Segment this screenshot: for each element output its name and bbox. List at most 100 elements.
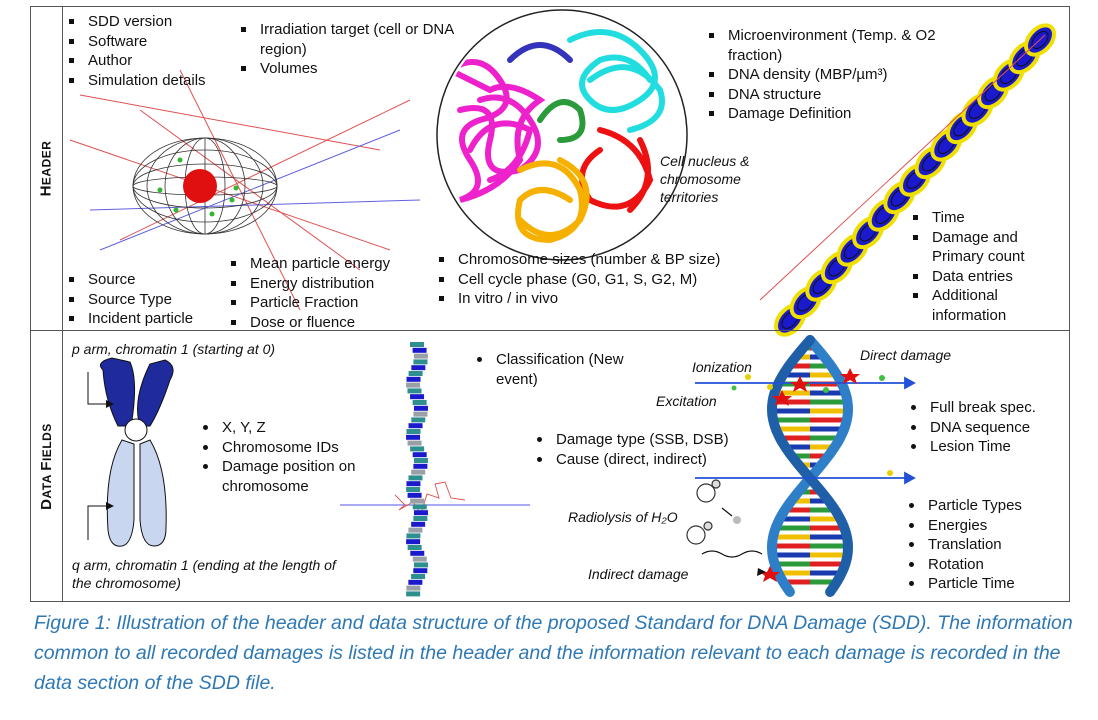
label-column-divider [62,6,63,602]
list-item: Cause (direct, indirect) [534,450,734,470]
list-item: DNA structure [706,85,956,105]
fiber-segment-block [408,579,423,585]
list-item: Particle Time [906,574,1066,594]
list-item: Simulation details [66,71,246,91]
list-item: Additional information [910,286,1050,325]
cell-nucleus-sphere [183,169,217,203]
data-list-position: X, Y, Z Chromosome IDs Damage position o… [200,418,380,496]
green-dots [157,157,239,217]
list-item: SDD version [66,12,246,32]
fiber-segment-block [413,458,428,463]
list-item: Translation [906,535,1066,555]
fiber-segment-block [411,521,426,527]
fiber-segment-block [406,434,421,440]
fiber-segment-block [413,353,428,359]
list-item: Energy distribution [228,274,428,294]
fiber-segment-block [406,539,421,545]
figure-frame [30,6,1070,602]
list-item: Irradiation target (cell or DNA region) [238,20,468,59]
data-fields-section-label: DATA FIELDS [30,330,62,602]
fiber-segment-block [407,440,422,446]
radiolysis-molecules [686,479,766,576]
list-item: Cell cycle phase (G0, G1, S, G2, M) [436,270,756,290]
list-item: DNA sequence [908,418,1068,438]
list-item: Dose or fluence [228,313,428,333]
list-item: Source Type [66,290,236,310]
data-list-classification: Classification (New event) [474,350,624,389]
fiber-segment-block [411,365,426,371]
header-list-chromosome: Chromosome sizes (number & BP size) Cell… [436,250,756,309]
track-dots [731,374,893,476]
fiber-segment-block [407,545,422,550]
list-item: Source [66,270,236,290]
fiber-segment-block [412,347,427,353]
fiber-segment-block [410,394,425,400]
fiber-segment-block [407,388,422,394]
cell-ellipsoid [132,137,278,235]
fiber-segment-block [408,527,423,533]
data-list-particle: Particle Types Energies Translation Rota… [906,496,1066,594]
fiber-segment-block [413,562,428,568]
fiber-segment-block [413,359,428,365]
chromatin-fiber: /* placeholder group; drawn by script be… [759,23,1057,337]
header-list-software: SDD version Software Author Simulation d… [66,12,246,90]
p-arm-label: p arm, chromatin 1 (starting at 0) [72,341,276,357]
fiber-segment-block [410,446,425,452]
fiber-segment-block [413,510,428,516]
figure-caption: Figure 1: Illustration of the header and… [34,612,1073,694]
fiber-segment-block [410,342,424,347]
helix-strand [766,335,854,597]
cell-nucleus-territories [436,9,688,261]
list-item: DNA density (MBP/µm³) [706,65,956,85]
list-item: Volumes [238,59,468,79]
header-list-energy: Mean particle energy Energy distribution… [228,254,428,332]
fiber-segment-block [406,429,421,434]
list-item: Incident particle [66,309,236,329]
q-arm-label: q arm, chromatin 1 (ending at the length… [72,557,336,591]
fiber-segment-block [408,475,423,481]
radiolysis-label: Radiolysis of H₂O [568,509,678,525]
fiber-segment-block [408,423,423,429]
list-item: X, Y, Z [200,418,380,438]
excitation-label: Excitation [656,393,717,409]
list-item: Damage and Primary count [910,228,1050,267]
fiber-segment-block [410,550,425,556]
fiber-segment-block [413,516,428,521]
list-item: Microenvironment (Temp. & O2 fraction) [706,26,956,65]
list-item: Full break spec. [908,398,1068,418]
damage-stars [760,368,860,582]
fiber-segment-block [413,463,428,469]
fiber-segment-block [406,487,421,492]
header-list-environment: Microenvironment (Temp. & O2 fraction) D… [706,26,956,124]
list-item: Chromosome sizes (number & BP size) [436,250,756,270]
list-item: Rotation [906,555,1066,575]
data-list-break: Full break spec. DNA sequence Lesion Tim… [908,398,1068,457]
fiber-segment-block [406,533,421,539]
data-fields-label-text: DATA FIELDS [37,422,55,510]
section-divider [30,330,1070,331]
list-item: Time [910,208,1050,228]
list-item: Mean particle energy [228,254,428,274]
header-list-target: Irradiation target (cell or DNA region) … [238,20,468,79]
list-item: Damage type (SSB, DSB) [534,430,734,450]
fiber-segment-block [413,411,428,417]
header-label-text: HEADER [37,140,55,196]
indirect-damage-label: Indirect damage [588,566,689,582]
list-item: Particle Fraction [228,293,428,313]
dna-double-helix [766,335,854,597]
fiber-segment-block [408,371,423,376]
header-list-source: Source Source Type Incident particle [66,270,236,329]
fiber-segment-block [406,585,421,591]
fiber-segment-block [412,504,427,510]
fiber-segment-block [411,469,426,475]
list-item: Classification (New event) [474,350,624,389]
list-item: Chromosome IDs [200,438,380,458]
fiber-segment-block [406,376,421,382]
nucleosome [945,110,978,145]
direct-damage-label: Direct damage [860,347,952,363]
fiber-segment-block [411,574,426,579]
list-item: Damage Definition [706,104,956,124]
fiber-segment-block [410,498,425,504]
fiber-segment-block [406,481,421,487]
